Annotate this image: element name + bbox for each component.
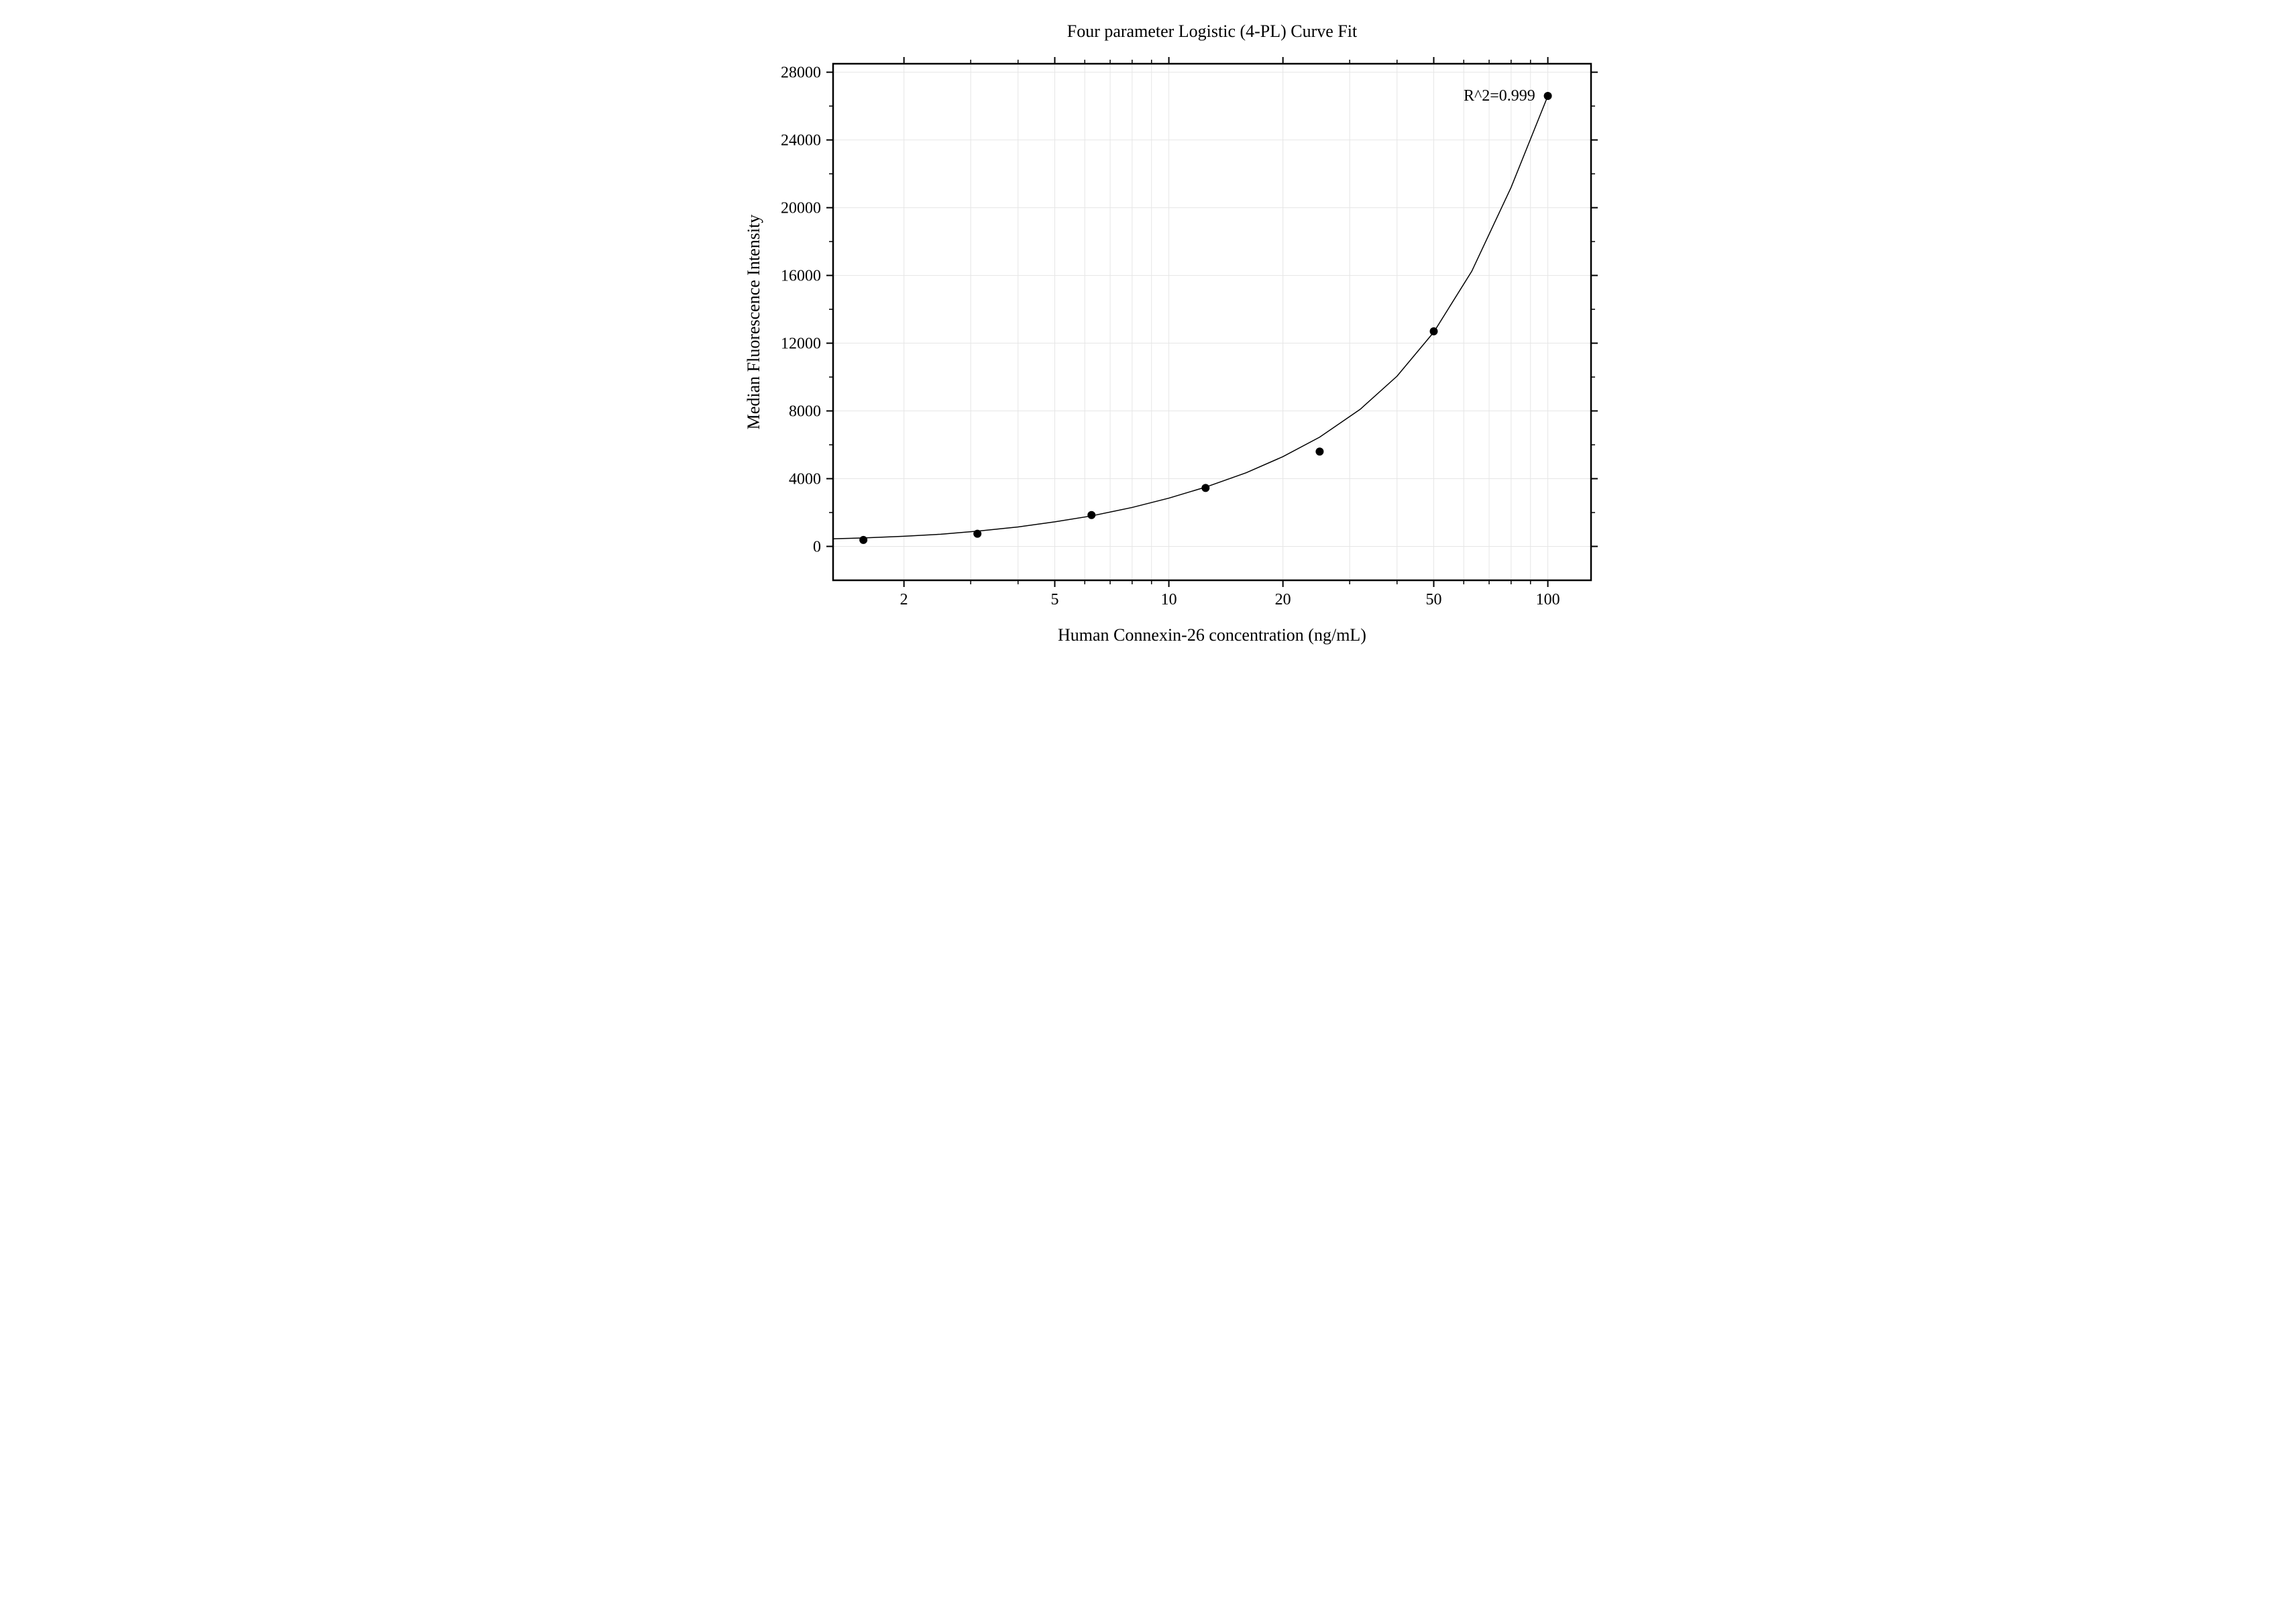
- data-point: [1429, 327, 1437, 335]
- y-tick-label: 20000: [781, 200, 821, 217]
- y-axis-label: Median Fluorescence Intensity: [744, 215, 763, 430]
- x-axis-label: Human Connexin-26 concentration (ng/mL): [1058, 625, 1366, 645]
- x-tick-label: 2: [899, 591, 908, 608]
- chart-svg: 0 4000 8000 12000 16000 20000 24000 28000 2 5 10 20…: [645, 0, 1651, 703]
- data-point: [1087, 511, 1095, 519]
- y-tick-label: 0: [813, 539, 821, 556]
- data-point: [1201, 484, 1209, 492]
- data-point: [1315, 447, 1323, 456]
- chart-title: Four parameter Logistic (4-PL) Curve Fit: [1067, 21, 1357, 41]
- data-point: [973, 530, 981, 538]
- x-tick-label: 5: [1050, 591, 1058, 608]
- y-tick-label: 28000: [781, 64, 821, 82]
- y-tick-label: 4000: [789, 471, 821, 488]
- x-tick-label: 10: [1160, 591, 1177, 608]
- data-point: [1543, 92, 1551, 100]
- y-tick-label: 12000: [781, 335, 821, 353]
- data-point: [859, 536, 867, 544]
- y-tick-label: 8000: [789, 403, 821, 421]
- y-tick-label: 24000: [781, 132, 821, 150]
- x-tick-label: 100: [1535, 591, 1560, 608]
- chart-container: 0 4000 8000 12000 16000 20000 24000 28000 2 5 10 20…: [645, 0, 1651, 703]
- r-squared-annotation: R^2=0.999: [1464, 87, 1535, 105]
- x-tick-label: 20: [1274, 591, 1291, 608]
- y-tick-label: 16000: [781, 268, 821, 285]
- x-tick-label: 50: [1425, 591, 1441, 608]
